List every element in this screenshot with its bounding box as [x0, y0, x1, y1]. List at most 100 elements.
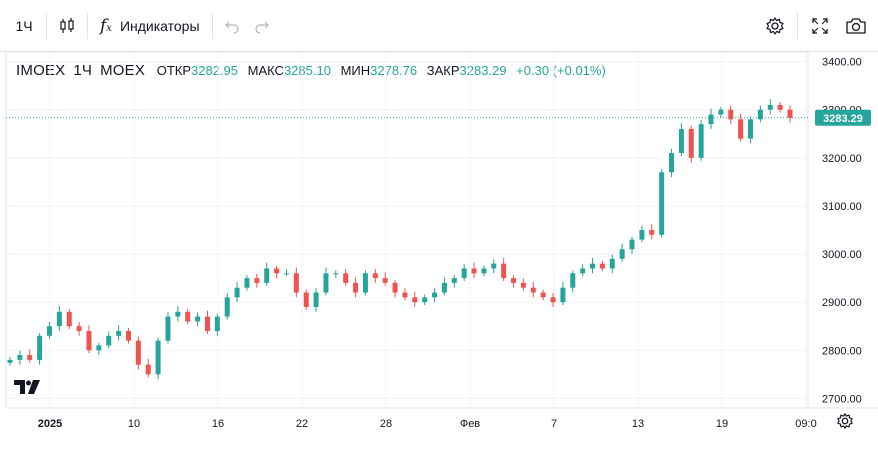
plot-frame: [5, 52, 809, 409]
price-tick-label: 3100.00: [822, 201, 862, 213]
candle-body: [7, 359, 13, 363]
time-tick-label: Фев: [460, 418, 480, 430]
last-price-tag: [815, 109, 871, 126]
toolbar-divider: [211, 12, 213, 39]
open-value: 3282.95: [191, 63, 238, 78]
candle-body: [283, 273, 289, 275]
candle-body: [303, 292, 309, 307]
candle-body: [224, 297, 230, 317]
close-label: ЗАКР: [426, 63, 460, 78]
candle-body: [757, 109, 763, 120]
candle-body: [66, 311, 72, 327]
candle-body: [441, 282, 447, 293]
redo-icon[interactable]: [247, 8, 277, 44]
time-tick-label: 7: [551, 418, 557, 430]
candle-body: [333, 273, 339, 275]
time-axis: 2025 10 16 22 28 Фев 7 13 19 09:0: [38, 418, 817, 430]
price-tick-label: 2700.00: [822, 393, 862, 405]
candle-body: [728, 109, 734, 120]
candle-body: [698, 124, 704, 158]
low-label: МИН: [340, 63, 371, 78]
candle-body: [481, 268, 487, 274]
candle-body: [185, 311, 191, 322]
candle-body: [649, 230, 655, 235]
candle-body: [214, 316, 220, 332]
candle-body: [274, 268, 280, 274]
candle-body: [323, 273, 329, 293]
candle-body: [125, 331, 131, 341]
candle-body: [145, 364, 151, 375]
time-tick-label: 19: [716, 418, 728, 430]
tradingview-logo-icon[interactable]: [14, 378, 42, 401]
candle-body: [56, 311, 62, 327]
candle-body: [787, 109, 793, 118]
candle-body: [639, 230, 645, 240]
close-value: 3283.29: [459, 63, 507, 78]
candle-body: [175, 311, 181, 317]
open-label: ОТКР: [156, 63, 191, 78]
candle-body: [570, 273, 576, 288]
time-tick-label: 09:0: [795, 418, 816, 430]
candle-body: [165, 316, 171, 341]
candle-body: [580, 268, 586, 274]
candle-body: [195, 316, 201, 322]
candle-body: [293, 273, 299, 293]
undo-icon[interactable]: [217, 8, 247, 44]
candle-body: [204, 316, 210, 332]
change-value: +0.30 (+0.01%): [516, 63, 606, 78]
candle-body: [362, 273, 368, 293]
candle-body: [461, 268, 467, 279]
chart-legend: IMOEX 1Ч MOEX ОТКР3282.95 МАКС3285.10 МИН3…: [16, 62, 612, 79]
high-label: МАКС: [247, 63, 284, 78]
price-tick-label: 3200.00: [822, 153, 862, 165]
candle-body: [550, 297, 556, 303]
candle-body: [629, 239, 635, 250]
interval-button[interactable]: 1Ч: [15, 17, 33, 34]
camera-icon[interactable]: [838, 8, 874, 44]
candle-body: [432, 292, 438, 298]
legend-symbol[interactable]: IMOEX: [16, 62, 66, 79]
candle-body: [353, 282, 359, 293]
candle-body: [135, 340, 141, 365]
candle-series: [6, 99, 808, 380]
price-axis: 3400.003300.003200.003100.003000.002900.…: [815, 57, 871, 405]
candle-body: [155, 340, 161, 375]
candle-body: [609, 258, 615, 269]
candle-body: [619, 249, 625, 259]
candle-body: [590, 263, 596, 269]
indicators-button[interactable]: fx Индикаторы: [92, 8, 208, 44]
price-tick-label: 2800.00: [822, 345, 862, 357]
candle-body: [451, 278, 457, 283]
candle-body: [767, 104, 773, 110]
candle-body: [116, 331, 122, 336]
candle-body: [669, 153, 675, 173]
candle-body: [264, 268, 270, 283]
price-tick-label: 3400.00: [822, 57, 862, 69]
candle-body: [234, 287, 240, 298]
candle-body: [501, 263, 507, 279]
time-tick-label: 2025: [38, 418, 62, 430]
candle-body: [688, 128, 694, 158]
price-chart[interactable]: 3400.003300.003200.003100.003000.002900.…: [0, 52, 878, 449]
toolbar-divider: [87, 12, 88, 39]
time-tick-label: 22: [296, 418, 308, 430]
price-tick-label: 3000.00: [822, 249, 862, 261]
high-value: 3285.10: [283, 63, 331, 78]
fullscreen-icon[interactable]: [802, 8, 838, 44]
axis-settings-icon[interactable]: [836, 412, 854, 435]
candle-body: [313, 292, 319, 307]
candle-body: [244, 278, 250, 288]
time-tick-label: 10: [128, 418, 140, 430]
toolbar-divider: [46, 12, 47, 39]
price-tick-label: 2900.00: [822, 297, 862, 309]
candle-body: [254, 278, 260, 283]
candle-body: [738, 119, 744, 139]
candle-body: [37, 335, 43, 360]
time-tick-label: 28: [380, 418, 392, 430]
time-tick-label: 13: [632, 418, 644, 430]
candle-body: [76, 326, 82, 332]
candles-icon[interactable]: [51, 8, 83, 44]
candle-body: [422, 297, 428, 303]
candle-body: [491, 263, 497, 269]
settings-icon[interactable]: [757, 8, 793, 44]
